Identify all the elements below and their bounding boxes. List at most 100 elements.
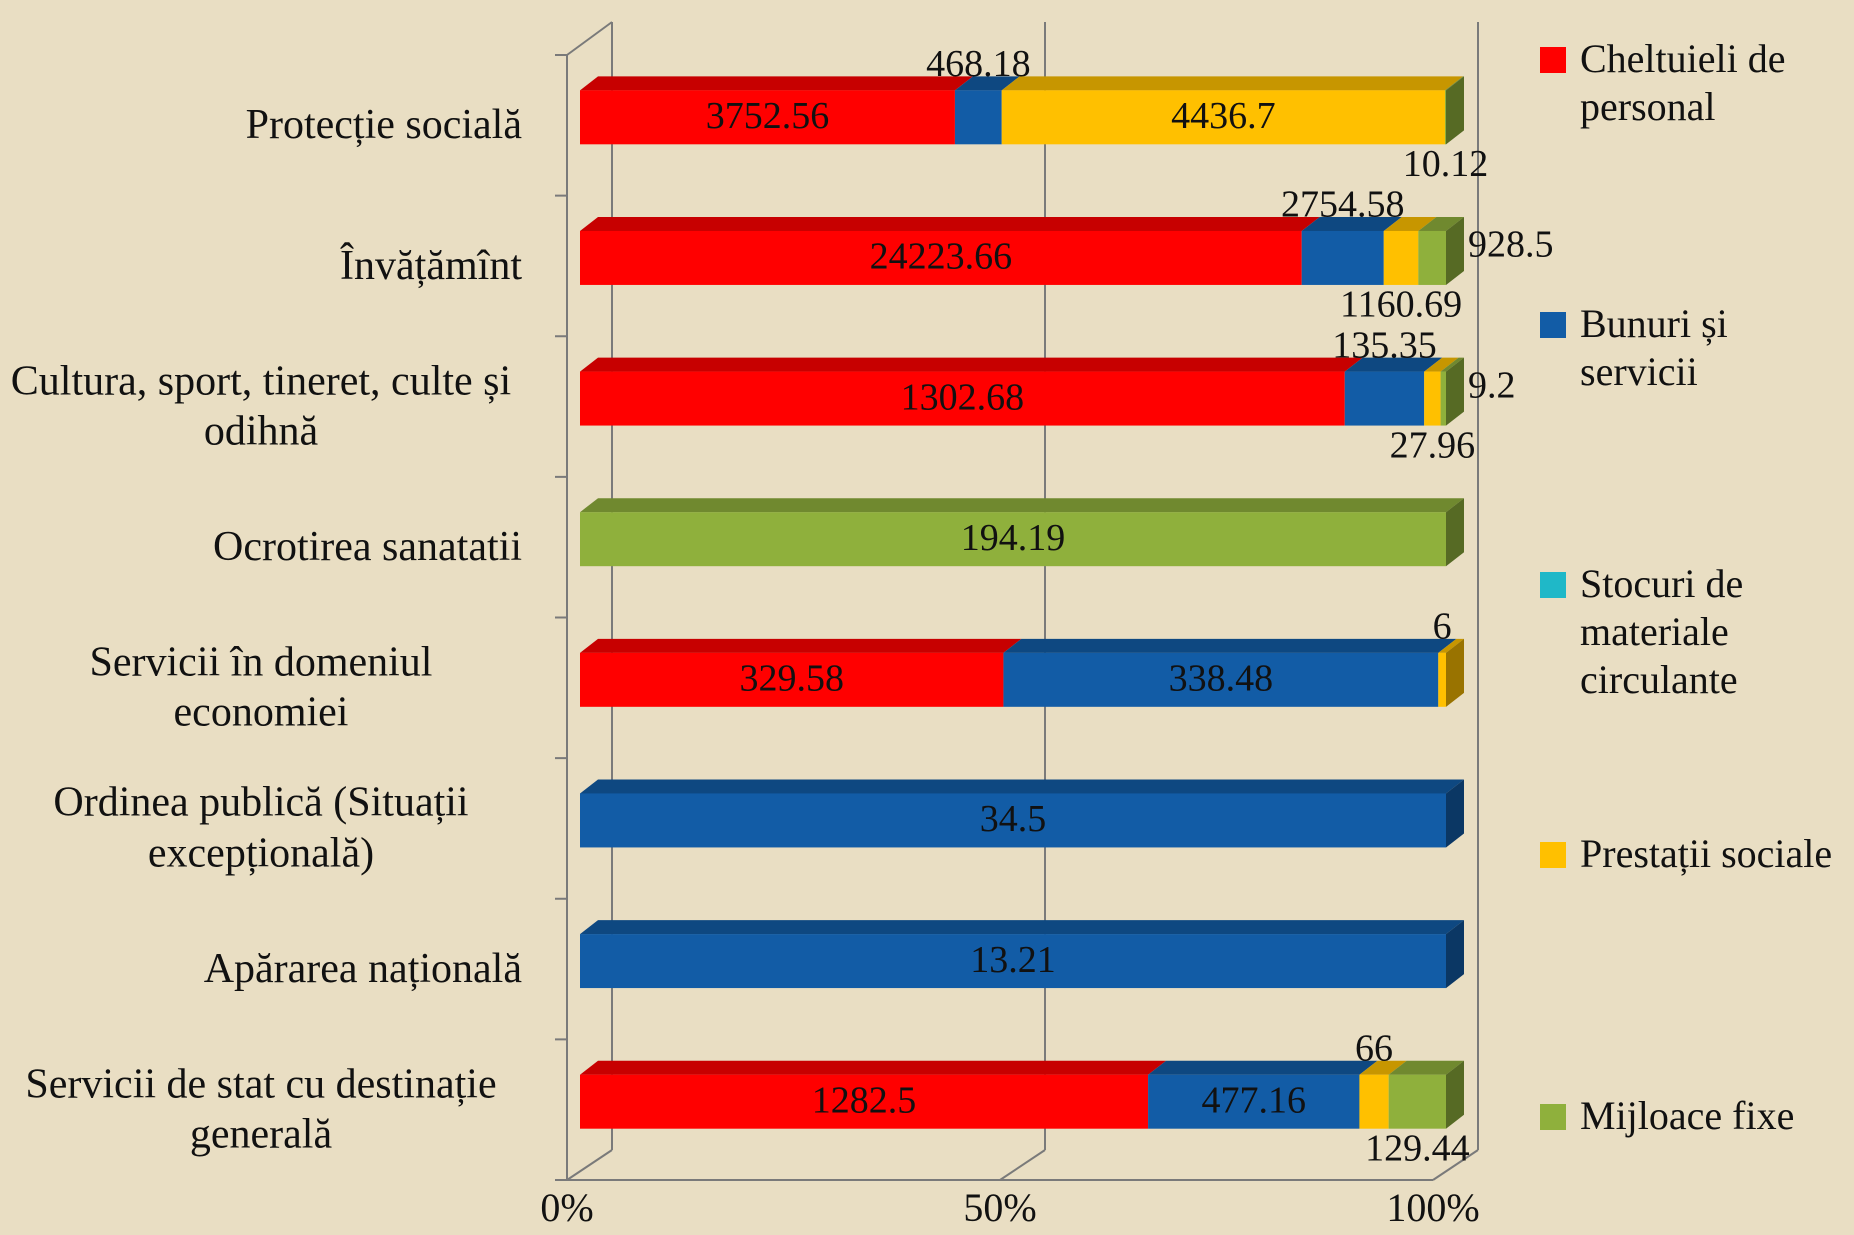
bar	[580, 652, 1004, 707]
data-label: 329.58	[739, 658, 844, 700]
category-label: Ocrotirea sanatatii	[213, 522, 522, 572]
data-label: 10.12	[1403, 143, 1489, 185]
legend-item: Stocuri de materiale circulante	[1540, 560, 1850, 704]
data-label: 468.18	[926, 43, 1031, 85]
data-label: 4436.7	[1171, 95, 1276, 137]
axis-line	[566, 21, 613, 56]
grid-line	[1432, 1149, 1479, 1181]
bar-side-face	[1446, 357, 1464, 426]
bar	[580, 793, 1446, 848]
category-label-text: Servicii în domeniul economiei	[89, 639, 433, 736]
bar	[1344, 371, 1425, 426]
bar-side-face	[1446, 76, 1464, 145]
bar-side-face	[1446, 779, 1464, 848]
data-label: 477.16	[1202, 1079, 1307, 1121]
bar-top-face	[580, 498, 1464, 513]
category-label: Protecție socială	[246, 100, 522, 150]
bar-top-face	[1001, 76, 1463, 91]
data-label: 27.96	[1390, 424, 1476, 466]
data-label: 129.44	[1365, 1127, 1470, 1169]
category-label-text: Învățămînt	[340, 242, 522, 289]
legend-swatch	[1540, 312, 1566, 338]
grid-line	[999, 1149, 1046, 1181]
bar	[1001, 90, 1445, 145]
data-label: 1302.68	[901, 376, 1025, 418]
legend-swatch	[1540, 572, 1566, 598]
bar	[1424, 371, 1441, 426]
category-label: Cultura, sport, tineret, culte și odihnă	[0, 356, 522, 457]
bar-top-face	[1359, 1060, 1407, 1075]
bar	[1003, 652, 1439, 707]
data-label: 1160.69	[1340, 284, 1462, 326]
data-label: 928.5	[1468, 224, 1554, 266]
bar-top-face	[580, 638, 1022, 653]
legend-label: Stocuri de materiale circulante	[1580, 561, 1744, 702]
bar-side-face	[1446, 638, 1464, 707]
category-label: Servicii de stat cu destinație generală	[0, 1059, 522, 1160]
bar	[1383, 230, 1419, 285]
bar	[580, 230, 1302, 285]
data-label: 66	[1355, 1027, 1393, 1069]
x-tick-label: 0%	[540, 1185, 593, 1230]
legend-item: Cheltuieli de personal	[1540, 35, 1850, 131]
bar	[1444, 90, 1446, 145]
bar	[580, 1074, 1149, 1129]
bar	[580, 934, 1446, 989]
data-label: 2754.58	[1281, 184, 1405, 226]
bar	[1359, 1074, 1389, 1129]
bar	[1301, 230, 1384, 285]
bar-top-face	[1440, 357, 1464, 372]
bar	[580, 371, 1345, 426]
bar-top-face	[580, 920, 1464, 935]
category-label-text: Cultura, sport, tineret, culte și odihnă	[10, 358, 512, 455]
legend-swatch	[1540, 1104, 1566, 1130]
bar	[1388, 1074, 1446, 1129]
legend-label: Cheltuieli de personal	[1580, 36, 1786, 129]
data-label: 135.35	[1332, 324, 1437, 366]
category-label-text: Servicii de stat cu destinație generală	[25, 1061, 497, 1158]
x-tick-label: 50%	[963, 1185, 1036, 1230]
data-label: 338.48	[1169, 658, 1274, 700]
category-label: Învățămînt	[340, 241, 522, 291]
category-label-text: Ocrotirea sanatatii	[212, 523, 522, 570]
legend-item: Bunuri și servicii	[1540, 300, 1850, 396]
bar-top-face	[1438, 638, 1464, 653]
bar-side-face	[1446, 498, 1464, 567]
bar-top-face	[1424, 357, 1459, 372]
legend-swatch	[1540, 842, 1566, 868]
bar-top-face	[1418, 216, 1464, 231]
data-label: 3752.56	[706, 95, 830, 137]
category-label-text: Apărarea națională	[203, 945, 522, 992]
bar-top-face	[1003, 638, 1457, 653]
bar	[580, 90, 955, 145]
bar-side-face	[1446, 216, 1464, 285]
legend-label: Mijloace fixe	[1580, 1093, 1795, 1138]
bar-top-face	[580, 216, 1320, 231]
bar	[1440, 371, 1446, 426]
category-label: Ordinea publică (Situații excepțională)	[0, 778, 522, 879]
grid-line	[566, 1149, 613, 1181]
legend-label: Prestații sociale	[1580, 831, 1833, 876]
bar	[1148, 1074, 1360, 1129]
bar-top-face	[580, 779, 1464, 794]
bar-top-face	[580, 76, 973, 91]
category-label-text: Protecție socială	[245, 102, 522, 149]
legend-item: Prestații sociale	[1540, 830, 1832, 878]
data-label: 9.2	[1468, 364, 1516, 406]
bar	[1418, 230, 1446, 285]
bar	[580, 512, 1446, 567]
bar-top-face	[1148, 1060, 1378, 1075]
legend-swatch	[1540, 47, 1566, 73]
bar-top-face	[580, 357, 1363, 372]
category-label: Apărarea națională	[204, 944, 522, 994]
bar-top-face	[580, 1060, 1167, 1075]
legend-item: Mijloace fixe	[1540, 1092, 1794, 1140]
bar-top-face	[1301, 216, 1402, 231]
category-label-text: Ordinea publică (Situații excepțională)	[53, 780, 469, 877]
bar-top-face	[1444, 76, 1464, 91]
x-tick-label: 100%	[1386, 1185, 1479, 1230]
data-label: 24223.66	[870, 236, 1013, 278]
bar-top-face	[1344, 357, 1443, 372]
